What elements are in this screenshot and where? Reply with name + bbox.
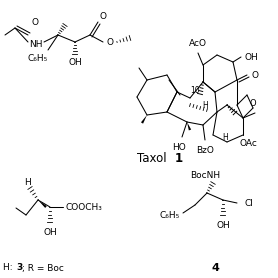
Text: O: O — [31, 18, 38, 26]
Text: O: O — [250, 98, 256, 108]
Text: Taxol: Taxol — [136, 152, 170, 165]
Text: 3: 3 — [16, 264, 22, 272]
Text: 4: 4 — [211, 263, 219, 273]
Text: 10: 10 — [190, 86, 200, 95]
Polygon shape — [187, 122, 191, 130]
Text: OH: OH — [216, 220, 230, 230]
Text: H:: H: — [3, 264, 16, 272]
Text: O: O — [100, 11, 106, 21]
Text: NH: NH — [29, 39, 43, 48]
Text: H: H — [25, 177, 31, 187]
Text: OH: OH — [68, 58, 82, 66]
Text: 1: 1 — [175, 152, 183, 165]
Text: OAc: OAc — [239, 138, 257, 148]
Text: OH: OH — [244, 53, 258, 61]
Text: O: O — [252, 71, 259, 80]
Text: OH: OH — [43, 227, 57, 237]
Text: C₆H₅: C₆H₅ — [160, 210, 180, 220]
Text: C₆H₅: C₆H₅ — [28, 53, 48, 63]
Text: BzO: BzO — [196, 145, 214, 155]
Text: HO: HO — [172, 143, 186, 152]
Polygon shape — [141, 115, 147, 124]
Text: AcO: AcO — [189, 38, 207, 48]
Text: Cl: Cl — [245, 198, 254, 207]
Polygon shape — [38, 200, 47, 208]
Text: COOCH₃: COOCH₃ — [66, 202, 102, 212]
Text: BocNH: BocNH — [190, 170, 220, 180]
Text: ; R = Boc: ; R = Boc — [22, 264, 64, 272]
Text: H: H — [222, 133, 228, 142]
Text: H: H — [202, 101, 208, 110]
Text: O: O — [106, 38, 113, 46]
